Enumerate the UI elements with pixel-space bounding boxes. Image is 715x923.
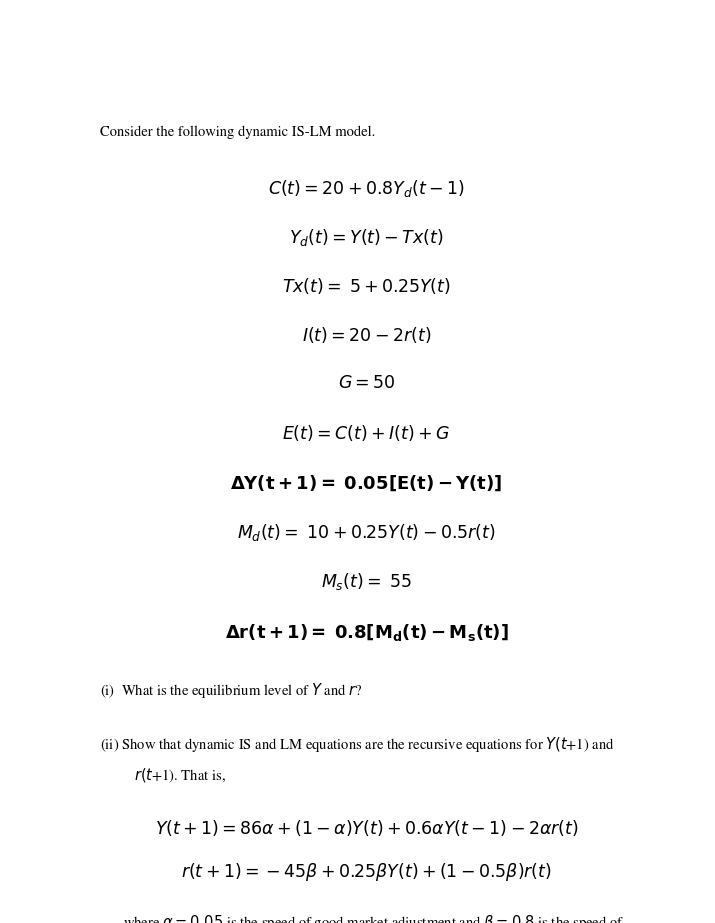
Text: (i)  What is the equilibrium level of $Y$ and $r$?: (i) What is the equilibrium level of $Y$… [100, 681, 363, 700]
Text: $G = 50$: $G = 50$ [337, 374, 395, 392]
Text: $r(t+1) = -45\beta + 0.25\beta Y(t) + (1-0.5\beta)r(t)$: $r(t+1) = -45\beta + 0.25\beta Y(t) + (1… [181, 860, 552, 882]
Text: $M_d(t) = \;10 + 0.25Y(t) - 0.5r(t)$: $M_d(t) = \;10 + 0.25Y(t) - 0.5r(t)$ [237, 522, 495, 544]
Text: $C(t) = 20 + 0.8Y_d(t-1)$: $C(t) = 20 + 0.8Y_d(t-1)$ [268, 178, 465, 199]
Text: $Y(t+1) = 86\alpha + (1-\alpha)Y(t) + 0.6\alpha Y(t-1) - 2\alpha r(t)$: $Y(t+1) = 86\alpha + (1-\alpha)Y(t) + 0.… [154, 818, 578, 838]
Text: $E(t) = C(t) + I(t) + G$: $E(t) = C(t) + I(t) + G$ [282, 423, 450, 443]
Text: Consider the following dynamic IS-LM model.: Consider the following dynamic IS-LM mod… [100, 126, 375, 139]
Text: $\mathbf{\Delta r(t+1) = \;0.8[M_d(t) - M_s(t)]}$: $\mathbf{\Delta r(t+1) = \;0.8[M_d(t) - … [225, 622, 508, 643]
Text: $\mathbf{\Delta Y(t+1) = \;0.05[E(t) - Y(t)]}$: $\mathbf{\Delta Y(t+1) = \;0.05[E(t) - Y… [230, 473, 503, 493]
Text: where $\alpha = 0.05$ is the speed of good market adjustment and $\beta = 0.8$ i: where $\alpha = 0.05$ is the speed of go… [123, 914, 624, 923]
Text: $Tx(t) = \;5 + 0.25Y(t)$: $Tx(t) = \;5 + 0.25Y(t)$ [282, 276, 451, 296]
Text: $M_s(t) = \;55$: $M_s(t) = \;55$ [321, 571, 412, 593]
Text: $r(t$+1). That is,: $r(t$+1). That is, [134, 767, 226, 785]
Text: $Y_d(t) = Y(t) - Tx(t)$: $Y_d(t) = Y(t) - Tx(t)$ [289, 227, 444, 248]
Text: (ii) Show that dynamic IS and LM equations are the recursive equations for $Y(t$: (ii) Show that dynamic IS and LM equatio… [100, 736, 615, 754]
Text: $I(t) = 20 - 2r(t)$: $I(t) = 20 - 2r(t)$ [302, 325, 431, 345]
